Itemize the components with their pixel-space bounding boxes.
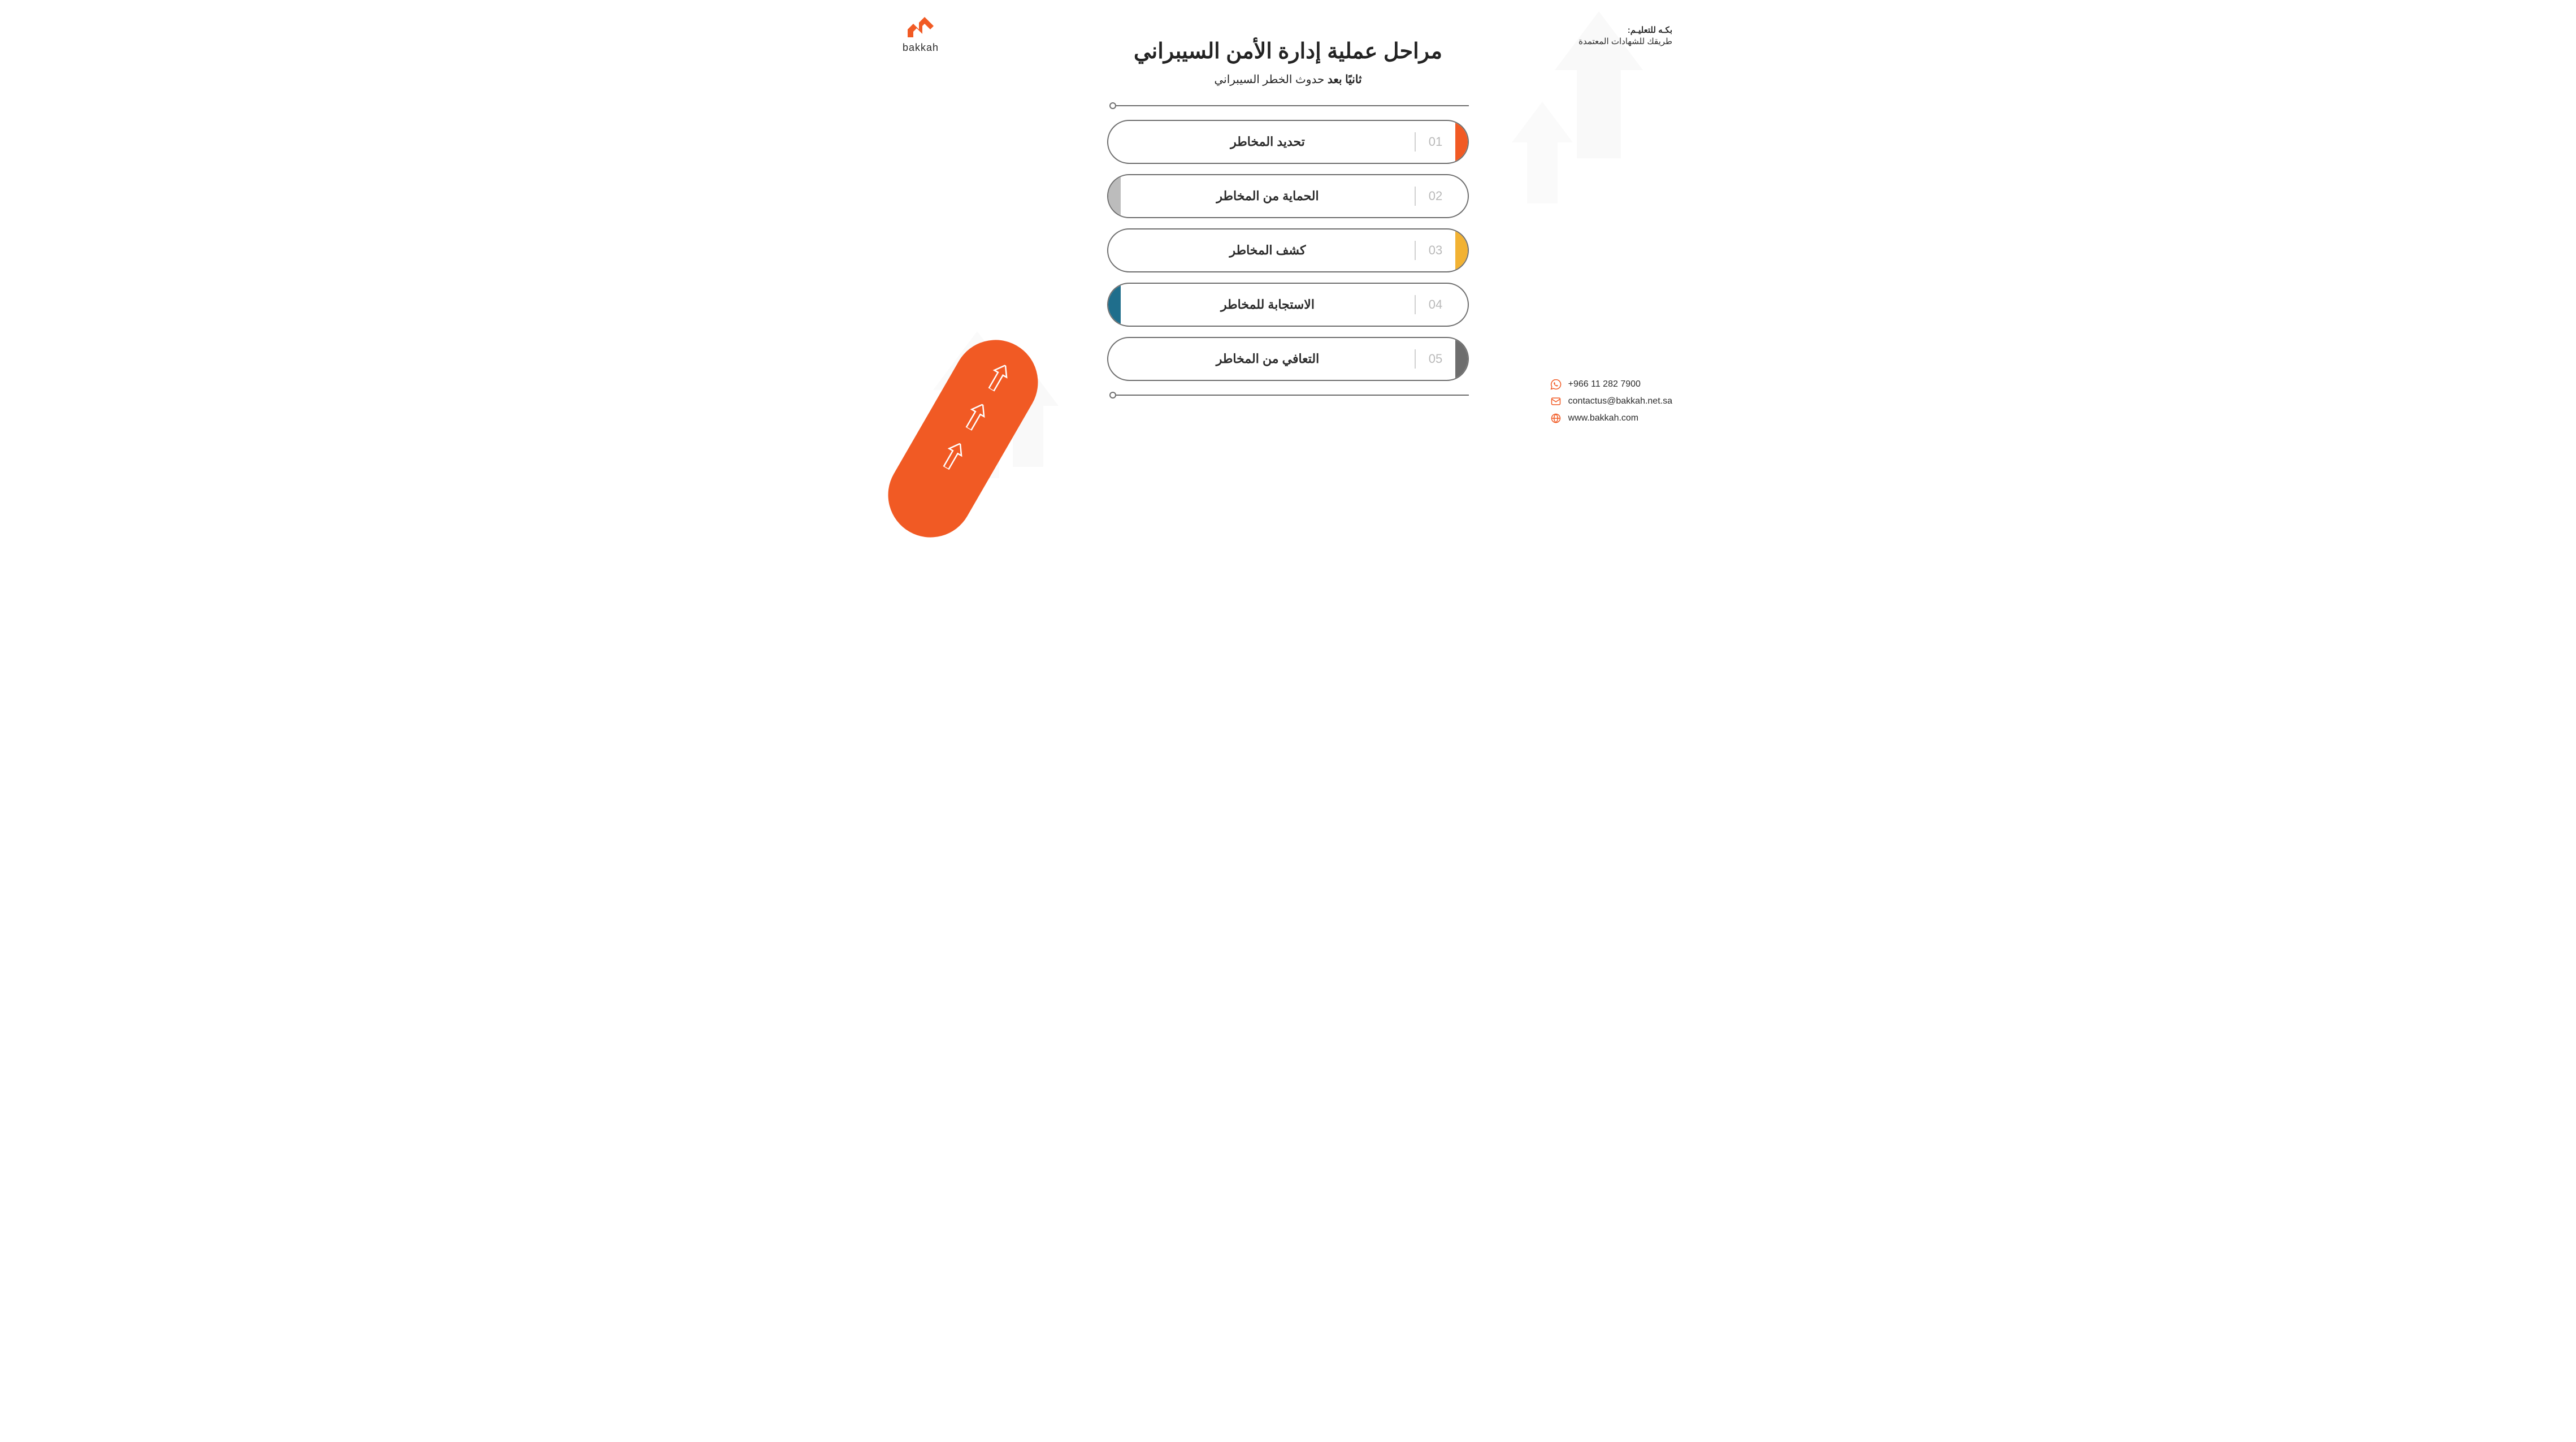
subtitle-rest: حدوث الخطر السيبراني	[1214, 73, 1327, 86]
contact-phone-row: +966 11 282 7900	[1550, 379, 1672, 390]
stage-number: 01	[1429, 135, 1442, 149]
page-subtitle: ثانيًا بعد حدوث الخطر السيبراني	[1214, 72, 1361, 86]
stage-color-cap	[1108, 284, 1121, 326]
stage-color-cap	[1455, 338, 1468, 380]
contact-email: contactus@bakkah.net.sa	[1568, 396, 1672, 406]
stage-number: 05	[1429, 352, 1442, 366]
contact-website-row: www.bakkah.com	[1550, 413, 1672, 424]
logo: bakkah	[903, 17, 939, 54]
globe-icon	[1550, 413, 1562, 424]
stages-container: 01 تحديد المخاطر 02 الحماية من المخاطر 03 كشف…	[1107, 102, 1469, 399]
stage-label: تحديد المخاطر	[1121, 135, 1415, 149]
stage-row: 03 كشف المخاطر	[1107, 228, 1469, 272]
connector-top	[1107, 102, 1469, 110]
whatsapp-icon	[1550, 379, 1562, 390]
contact-phone: +966 11 282 7900	[1568, 379, 1641, 389]
connector-bottom	[1107, 391, 1469, 399]
stage-row: 02 الحماية من المخاطر	[1107, 174, 1469, 218]
stage-label: الاستجابة للمخاطر	[1121, 297, 1415, 312]
contact-block: +966 11 282 7900 contactus@bakkah.net.sa…	[1550, 373, 1672, 430]
subtitle-bold: ثانيًا بعد	[1328, 73, 1362, 86]
up-arrow-icon	[961, 400, 990, 433]
stage-number: 02	[1429, 189, 1442, 203]
stage-row: 01 تحديد المخاطر	[1107, 120, 1469, 164]
stage-number-wrap: 01	[1416, 135, 1455, 149]
stage-number-wrap: 05	[1416, 352, 1455, 366]
logo-text: bakkah	[903, 42, 939, 54]
contact-email-row: contactus@bakkah.net.sa	[1550, 396, 1672, 407]
stage-label: التعافي من المخاطر	[1121, 352, 1415, 366]
stage-number: 04	[1429, 297, 1442, 312]
stage-label: الحماية من المخاطر	[1121, 189, 1415, 203]
page-title: مراحل عملية إدارة الأمن السيبراني	[1134, 38, 1442, 64]
brand-tagline: بكـه للتعليـم: طريقك للشهادات المعتمدة	[1578, 25, 1672, 46]
up-arrow-icon	[984, 361, 1013, 394]
stage-row: 05 التعافي من المخاطر	[1107, 337, 1469, 381]
brand-line1: بكـه للتعليـم:	[1578, 25, 1672, 35]
stage-color-cap	[1108, 175, 1121, 217]
stage-number-wrap: 04	[1416, 297, 1455, 312]
stage-color-cap	[1455, 121, 1468, 163]
stage-number-wrap: 03	[1416, 243, 1455, 258]
brand-line2: طريقك للشهادات المعتمدة	[1578, 36, 1672, 46]
stage-number: 03	[1429, 243, 1442, 258]
contact-website: www.bakkah.com	[1568, 413, 1639, 423]
mail-icon	[1550, 396, 1562, 407]
stage-color-cap	[1455, 229, 1468, 271]
stage-number-wrap: 02	[1416, 189, 1455, 203]
logo-mark-icon	[905, 17, 936, 40]
up-arrow-icon	[939, 439, 968, 472]
stage-row: 04 الاستجابة للمخاطر	[1107, 283, 1469, 327]
stage-label: كشف المخاطر	[1121, 243, 1415, 258]
